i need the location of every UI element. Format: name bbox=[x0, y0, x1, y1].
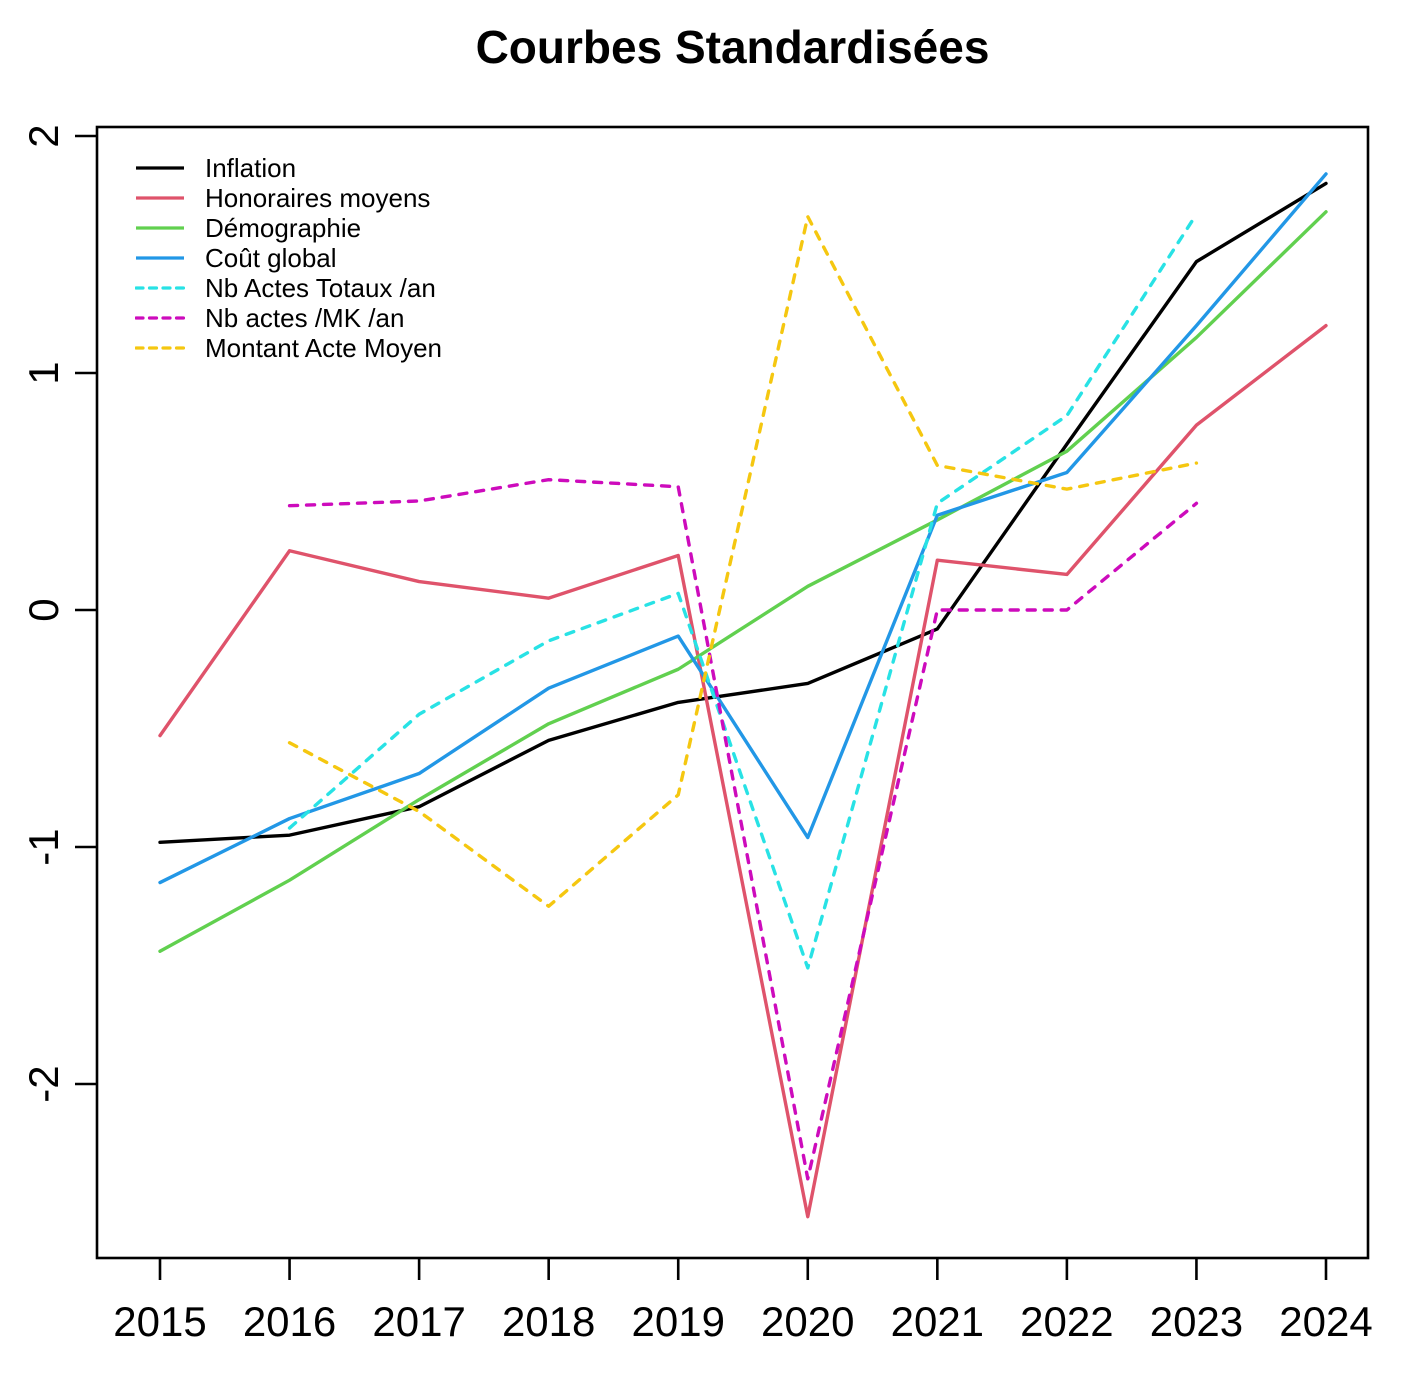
series-line-nb-actes-totaux-an bbox=[287, 212, 1199, 970]
x-tick-label: 2020 bbox=[761, 1298, 854, 1345]
x-tick-label: 2019 bbox=[632, 1298, 725, 1345]
legend-item-nb-actes-mk: Nb actes /MK /an bbox=[135, 303, 442, 333]
x-axis: 2015 2016 2017 2018 2019 2020 2021 2022 2023 2024 bbox=[113, 1258, 1373, 1345]
x-tick-label: 2017 bbox=[372, 1298, 465, 1345]
legend-label: Nb Actes Totaux /an bbox=[205, 272, 436, 303]
plot-box bbox=[95, 125, 1370, 1260]
x-tick-label: 2021 bbox=[891, 1298, 984, 1345]
x-tick-label: 2018 bbox=[502, 1298, 595, 1345]
series-line-d-mographie bbox=[158, 210, 1328, 953]
legend-label: Coût global bbox=[205, 242, 337, 273]
x-tick-label: 2024 bbox=[1279, 1298, 1372, 1345]
y-tick-label: -2 bbox=[20, 1065, 67, 1102]
legend-line-swatch bbox=[136, 226, 184, 230]
legend-item-nb-actes-totaux: Nb Actes Totaux /an bbox=[135, 273, 442, 303]
series-line-co-t-global bbox=[158, 172, 1328, 885]
y-tick-label: 0 bbox=[20, 598, 67, 621]
chart-title: Courbes Standardisées bbox=[475, 21, 990, 73]
legend: Inflation Honoraires moyens Démographie … bbox=[135, 153, 442, 363]
series-line-montant-acte-moyen bbox=[287, 214, 1199, 908]
x-tick-label: 2015 bbox=[113, 1298, 206, 1345]
legend-line-swatch bbox=[136, 256, 184, 260]
legend-item-demographie: Démographie bbox=[135, 213, 442, 243]
legend-line-swatch bbox=[135, 346, 185, 350]
series-line-inflation bbox=[158, 181, 1328, 844]
y-tick-label: 2 bbox=[20, 124, 67, 147]
series-line-honoraires-moyens bbox=[158, 323, 1328, 1219]
legend-label: Inflation bbox=[205, 152, 297, 183]
y-tick-label: -1 bbox=[20, 828, 67, 865]
legend-label: Démographie bbox=[205, 212, 362, 243]
x-tick-label: 2022 bbox=[1020, 1298, 1113, 1345]
legend-item-inflation: Inflation bbox=[135, 153, 442, 183]
y-axis: 2 1 0 -1 -2 bbox=[20, 124, 97, 1103]
legend-label: Honoraires moyens bbox=[205, 182, 431, 213]
y-tick-label: 1 bbox=[20, 361, 67, 384]
legend-line-swatch bbox=[135, 286, 185, 290]
legend-item-honoraires-moyens: Honoraires moyens bbox=[135, 183, 442, 213]
legend-label: Nb actes /MK /an bbox=[205, 302, 405, 333]
legend-line-swatch bbox=[136, 196, 184, 200]
legend-line-swatch bbox=[135, 316, 185, 320]
legend-label: Montant Acte Moyen bbox=[205, 332, 443, 363]
x-tick-label: 2016 bbox=[243, 1298, 336, 1345]
legend-item-cout-global: Coût global bbox=[135, 243, 442, 273]
x-tick-label: 2023 bbox=[1150, 1298, 1243, 1345]
series-line-nb-actes-mk-an bbox=[287, 477, 1199, 1181]
legend-item-montant-acte-moyen: Montant Acte Moyen bbox=[135, 333, 442, 363]
legend-line-swatch bbox=[136, 166, 184, 170]
